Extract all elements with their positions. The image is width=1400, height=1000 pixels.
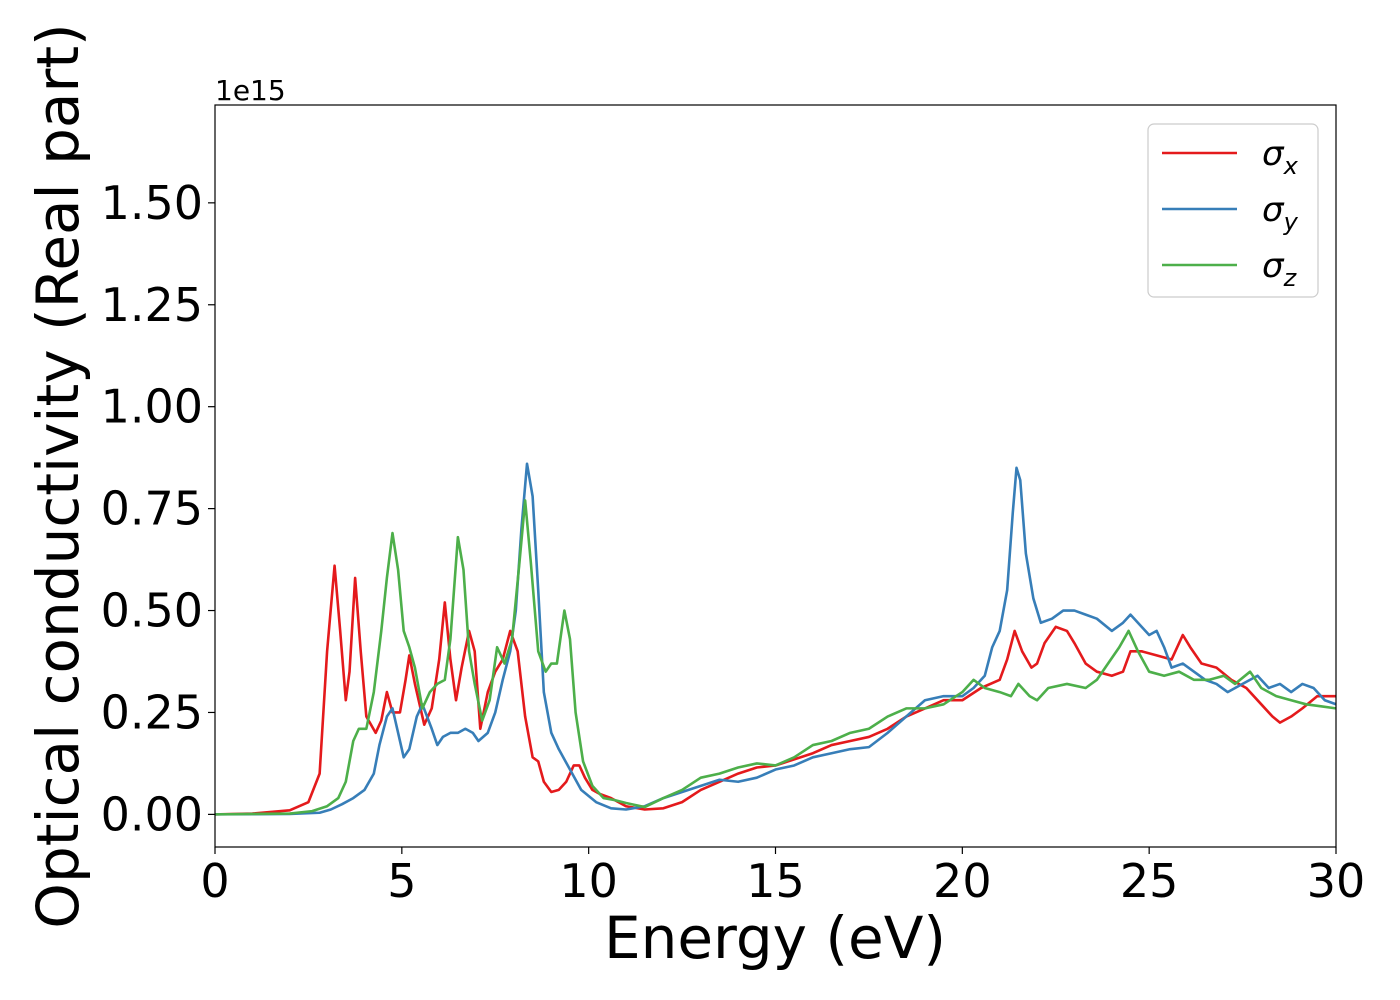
y-tick-label: 1.00	[101, 380, 203, 434]
y-tick-label: 0.25	[101, 685, 203, 739]
y-axis-ticks: 0.00 0.25 0.50 0.75 1.00 1.25 1.50	[101, 176, 215, 841]
y-tick-label: 0.50	[101, 584, 203, 638]
y-tick-label: 0.75	[101, 482, 203, 536]
x-tick-label: 15	[746, 854, 805, 908]
y-offset-label: 1e15	[215, 74, 286, 107]
x-tick-label: 10	[559, 854, 618, 908]
y-tick-label: 1.50	[101, 176, 203, 230]
x-tick-label: 5	[387, 854, 416, 908]
x-tick-label: 20	[933, 854, 992, 908]
x-axis-label: Energy (eV)	[604, 904, 946, 972]
x-tick-label: 30	[1307, 854, 1366, 908]
y-axis-label: Optical conductivity (Real part)	[24, 23, 92, 928]
series-line-z	[215, 499, 1336, 816]
series-layer	[215, 462, 1336, 816]
y-tick-label: 0.00	[101, 787, 203, 841]
x-tick-label: 0	[200, 854, 229, 908]
y-tick-label: 1.25	[101, 278, 203, 332]
legend-box	[1147, 123, 1319, 298]
series-line-y	[215, 462, 1336, 816]
x-axis-ticks: 0 5 10 15 20 25 30	[200, 847, 1365, 908]
x-tick-label: 25	[1120, 854, 1179, 908]
